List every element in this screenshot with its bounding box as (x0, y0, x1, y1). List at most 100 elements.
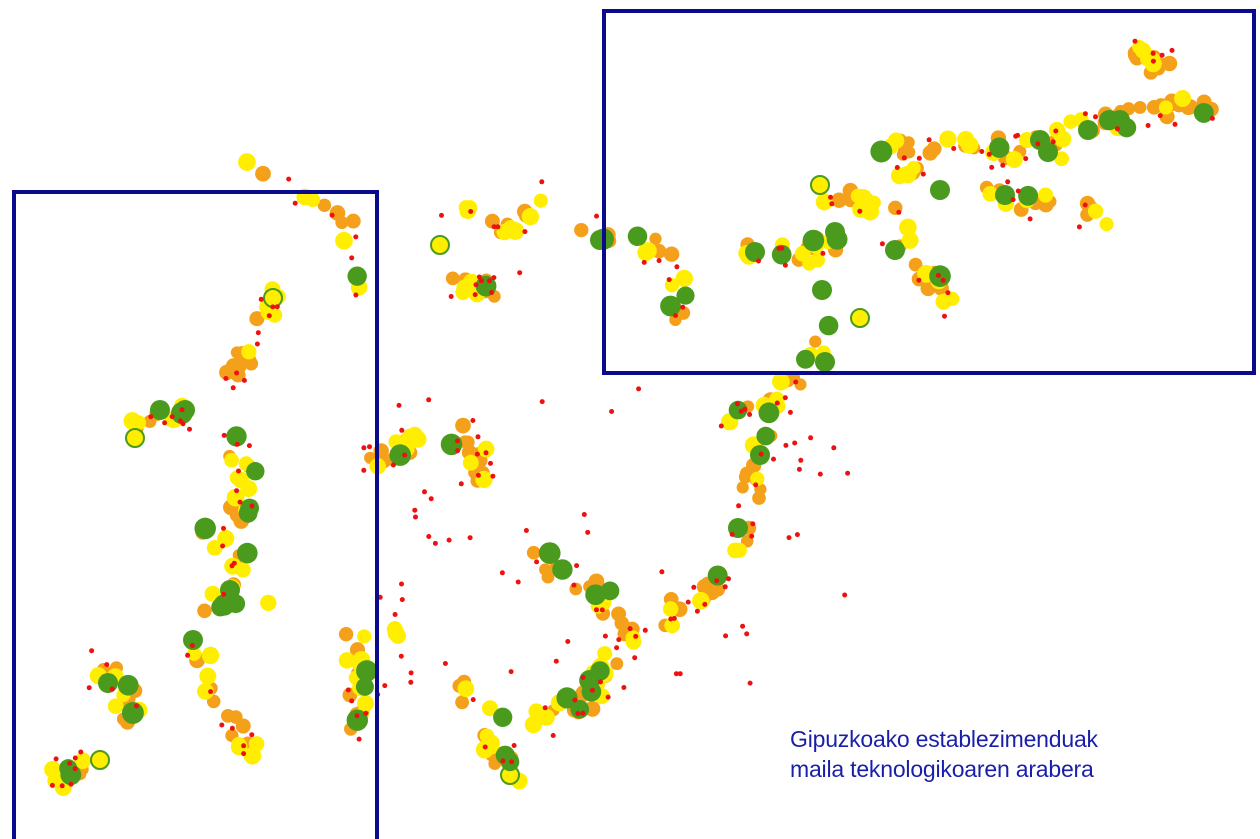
establishment-point (258, 296, 264, 302)
establishment-point (802, 229, 825, 252)
establishment-point (131, 415, 146, 431)
establishment-point (979, 149, 985, 154)
establishment-point (740, 623, 746, 629)
establishment-point (484, 213, 500, 229)
caption-line-2: maila teknologikoaren arabera (790, 756, 1094, 782)
establishment-point (246, 461, 265, 481)
establishment-point (1015, 132, 1021, 138)
establishment-point (1005, 179, 1011, 185)
establishment-point (508, 669, 514, 675)
establishment-point (539, 563, 552, 576)
establishment-point (552, 559, 573, 580)
establishment-point (598, 679, 603, 685)
establishment-point (185, 652, 191, 658)
establishment-point (68, 781, 74, 787)
establishment-point (1010, 197, 1016, 203)
establishment-point (673, 671, 679, 677)
establishment-point (951, 146, 957, 151)
establishment-point (249, 503, 255, 509)
establishment-point (458, 481, 464, 487)
establishment-point (1132, 38, 1138, 44)
establishment-point (490, 473, 496, 479)
establishment-point (442, 661, 448, 666)
establishment-point (474, 451, 480, 457)
establishment-point (349, 698, 355, 704)
establishment-point (809, 335, 822, 348)
establishment-point (224, 452, 239, 468)
establishment-point (220, 543, 226, 549)
establishment-point (633, 633, 639, 639)
establishment-point (736, 481, 749, 494)
establishment-point (772, 372, 790, 391)
establishment-point (649, 232, 662, 245)
establishment-point (150, 400, 170, 420)
establishment-point (590, 230, 610, 250)
establishment-point (206, 539, 223, 556)
establishment-point (187, 426, 192, 432)
establishment-point (226, 426, 247, 447)
establishment-point (439, 212, 444, 218)
establishment-point (663, 246, 680, 262)
establishment-point (357, 629, 372, 644)
establishment-point (104, 662, 110, 668)
establishment-point (642, 627, 648, 633)
establishment-point (254, 341, 260, 347)
establishment-point (1172, 121, 1178, 127)
points-low-tech (49, 38, 1215, 789)
establishment-point (599, 607, 605, 613)
establishment-point (756, 258, 761, 264)
establishment-point (345, 213, 361, 229)
establishment-point (354, 713, 360, 719)
establishment-point (347, 266, 367, 286)
establishment-point (235, 562, 251, 578)
establishment-point (491, 275, 497, 281)
establishment-point (493, 707, 513, 727)
establishment-point (286, 176, 292, 182)
establishment-point (232, 471, 250, 489)
establishment-point (656, 258, 662, 264)
establishment-point (636, 386, 642, 392)
establishment-point (255, 330, 261, 336)
establishment-point (408, 670, 414, 676)
establishment-point (1193, 102, 1214, 123)
establishment-point (499, 570, 505, 576)
establishment-point (722, 584, 728, 590)
establishment-point (571, 582, 577, 588)
establishment-point (641, 259, 647, 265)
establishment-point (468, 209, 474, 214)
establishment-point (794, 532, 800, 538)
establishment-point (926, 141, 942, 157)
establishment-point (854, 189, 873, 207)
establishment-point (367, 444, 372, 450)
establishment-point (526, 545, 541, 560)
establishment-point (472, 292, 478, 298)
establishment-point (229, 725, 235, 731)
establishment-point (890, 167, 909, 185)
establishment-point (1018, 185, 1039, 206)
establishment-point (916, 155, 922, 161)
establishment-point (455, 417, 471, 434)
establishment-point (676, 286, 695, 305)
establishment-point (408, 679, 414, 685)
establishment-point (249, 311, 265, 327)
establishment-point (817, 471, 823, 477)
establishment-point (1114, 126, 1120, 132)
establishment-point (935, 272, 941, 278)
establishment-point (627, 226, 648, 247)
establishment-point (78, 749, 84, 755)
establishment-point (694, 608, 700, 614)
establishment-point (382, 683, 388, 689)
establishment-point (714, 578, 720, 584)
establishment-point (605, 694, 611, 700)
establishment-point (482, 744, 488, 750)
establishment-point (691, 584, 697, 590)
establishment-point (637, 243, 655, 262)
establishment-point (774, 400, 780, 406)
establishment-point (614, 645, 620, 651)
establishment-point (44, 760, 62, 778)
establishment-point (776, 245, 782, 251)
establishment-point (796, 466, 802, 472)
establishment-point (660, 295, 681, 317)
establishment-point (399, 427, 405, 433)
